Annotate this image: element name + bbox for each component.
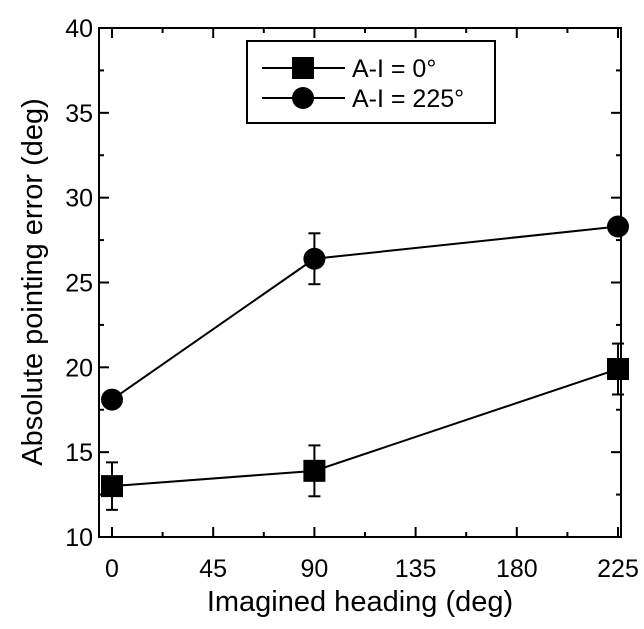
legend-label-series-1: A-I = 0° (352, 55, 436, 83)
legend-marker-square (292, 57, 314, 79)
y-tick-label-2: 20 (65, 354, 93, 382)
series-2-point-1 (303, 247, 326, 270)
series-layer (101, 215, 629, 511)
legend: A-I = 0° A-I = 225° (246, 40, 496, 124)
x-axis-ticks: 0 45 90 135 180 225 (105, 28, 639, 583)
x-tick-label-0: 0 (105, 555, 119, 583)
series-1-line (111, 368, 619, 488)
series-1-point-2 (607, 358, 629, 381)
x-axis-title: Imagined heading (deg) (207, 586, 513, 618)
legend-box (246, 40, 496, 124)
y-tick-label-6: 40 (65, 15, 93, 43)
series-1-point-1 (303, 459, 326, 482)
x-tick-label-5: 225 (597, 555, 639, 583)
y-axis-ticks: 10 15 20 25 30 35 40 (65, 15, 621, 552)
y-tick-label-5: 35 (65, 100, 93, 128)
series-2-point-0 (101, 388, 123, 411)
x-tick-label-2: 90 (300, 555, 328, 583)
series-2-line (111, 225, 619, 401)
y-axis-title: Absolute pointing error (deg) (17, 98, 49, 466)
y-tick-label-3: 25 (65, 270, 93, 298)
y-tick-label-4: 30 (65, 185, 93, 213)
x-tick-label-4: 180 (496, 555, 538, 583)
x-tick-label-1: 45 (199, 555, 227, 583)
x-tick-label-3: 135 (395, 555, 437, 583)
y-tick-label-1: 15 (65, 439, 93, 467)
series-1-point-0 (101, 475, 123, 498)
legend-label-series-2: A-I = 225° (352, 85, 464, 113)
series-2-point-2 (607, 215, 629, 238)
legend-marker-circle (292, 87, 314, 109)
y-tick-label-0: 10 (65, 524, 93, 552)
